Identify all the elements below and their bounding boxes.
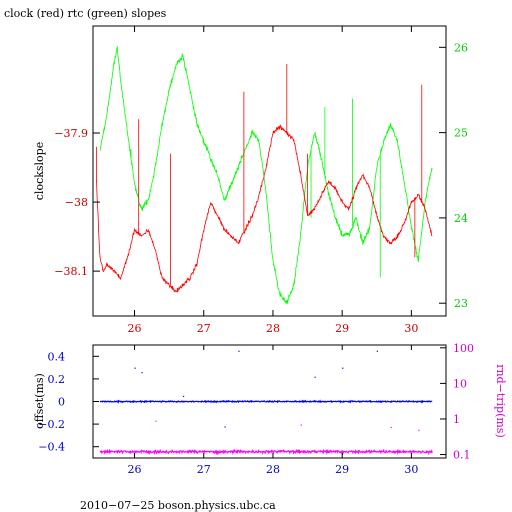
top-y-label: clockslope	[33, 142, 46, 200]
top-x-tick-label: 26	[128, 322, 142, 335]
top-y-right-tick-label: 24	[454, 212, 468, 225]
offset-outlier-point	[182, 395, 185, 398]
bottom-panel-axes: 26 27 28 29 30 0.4 0.2 0 −0.2 −0.4 100 10 1 0.1	[38, 342, 474, 476]
bottom-y-label-right: rnd−trip(ms)	[494, 364, 507, 438]
offset-outlier-point	[141, 372, 143, 374]
top-y-right-tick-label: 25	[454, 127, 468, 140]
offset-outlier-point	[238, 350, 240, 352]
offset-outlier-point	[376, 350, 378, 352]
offset-outlier-point	[134, 367, 136, 369]
top-y-left-tick-label: −38	[65, 196, 88, 209]
bottom-y-left-tick-label: 0	[58, 396, 65, 409]
bottom-x-tick-label: 29	[335, 463, 349, 476]
top-x-tick-label: 28	[266, 322, 280, 335]
top-panel: 26 27 28 29 30 −37.9 −38 −38.1 23 24 25 26 clockslo…	[33, 25, 468, 335]
bottom-x-tick-label: 27	[197, 463, 211, 476]
clock-series-line	[96, 124, 433, 293]
top-x-tick-label: 29	[335, 322, 349, 335]
bottom-y-left-tick-label: 0.4	[48, 350, 66, 363]
bottom-x-tick-label: 26	[128, 463, 142, 476]
top-y-right-tick-label: 23	[454, 297, 468, 310]
bottom-x-tick-label: 30	[404, 463, 418, 476]
roundtrip-band	[99, 448, 433, 456]
bottom-panel: 26 27 28 29 30 0.4 0.2 0 −0.2 −0.4 100 10 1 0.1 offse…	[33, 342, 507, 476]
bottom-y-right-tick-label: 1	[453, 413, 460, 426]
offset-outlier-point	[314, 376, 316, 378]
bottom-y-right-tick-label: 100	[453, 342, 474, 355]
roundtrip-outlier-point	[418, 429, 420, 431]
bottom-y-left-tick-label: 0.2	[48, 373, 66, 386]
roundtrip-outlier-point	[300, 424, 302, 426]
bottom-y-right-tick-label: 10	[453, 377, 467, 390]
bottom-panel-data	[99, 350, 433, 456]
top-y-left-tick-label: −38.1	[54, 265, 88, 278]
roundtrip-outlier-point	[390, 426, 392, 429]
top-panel-data	[96, 46, 433, 305]
top-x-tick-label: 27	[197, 322, 211, 335]
bottom-y-label-left: offset(ms)	[33, 373, 46, 429]
top-panel-axes: 26 27 28 29 30 −37.9 −38 −38.1 23 24 25 26	[54, 26, 468, 335]
top-y-right-tick-label: 26	[454, 41, 468, 54]
bottom-x-tick-label: 28	[266, 463, 280, 476]
bottom-y-right-tick-label: 0.1	[453, 449, 471, 462]
top-x-tick-label: 30	[404, 322, 418, 335]
top-y-left-tick-label: −37.9	[54, 127, 88, 140]
footer-text: 2010−07−25 boson.physics.ubc.ca	[80, 499, 276, 512]
bottom-y-left-tick-label: −0.2	[38, 418, 65, 431]
top-panel-frame	[92, 25, 447, 317]
offset-outlier-point	[224, 426, 226, 428]
rtc-series-line	[99, 46, 433, 305]
offset-band	[99, 399, 433, 404]
offset-outlier-point	[342, 367, 344, 369]
bottom-y-left-tick-label: −0.4	[38, 441, 65, 454]
roundtrip-outlier-point	[155, 420, 157, 422]
chart-title: clock (red) rtc (green) slopes	[4, 7, 167, 20]
